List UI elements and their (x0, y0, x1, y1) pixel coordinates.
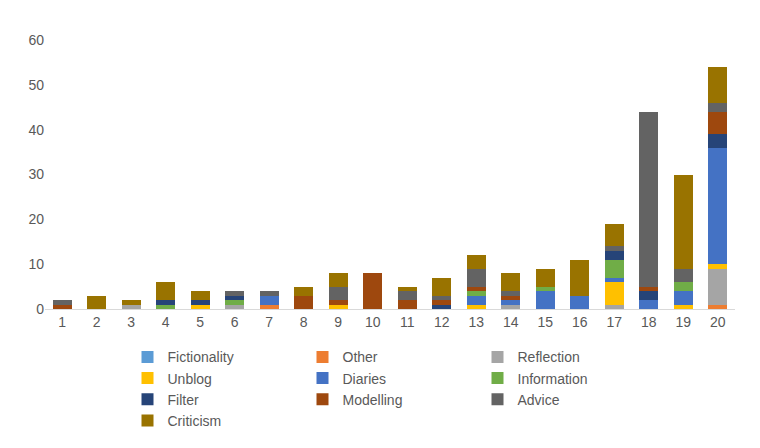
svg-text:4: 4 (162, 314, 170, 330)
svg-text:Unblog: Unblog (168, 371, 212, 387)
svg-text:30: 30 (28, 166, 44, 182)
svg-text:7: 7 (265, 314, 273, 330)
svg-text:16: 16 (572, 314, 588, 330)
svg-text:13: 13 (468, 314, 484, 330)
svg-text:20: 20 (28, 211, 44, 227)
svg-text:6: 6 (231, 314, 239, 330)
svg-text:10: 10 (28, 256, 44, 272)
svg-text:9: 9 (334, 314, 342, 330)
svg-text:40: 40 (28, 122, 44, 138)
svg-text:Filter: Filter (168, 392, 199, 408)
svg-text:Information: Information (518, 371, 588, 387)
svg-text:20: 20 (710, 314, 726, 330)
svg-text:8: 8 (300, 314, 308, 330)
svg-text:50: 50 (28, 77, 44, 93)
svg-text:5: 5 (196, 314, 204, 330)
svg-text:Advice: Advice (518, 392, 560, 408)
svg-text:Other: Other (343, 349, 378, 365)
svg-text:2: 2 (93, 314, 101, 330)
svg-text:17: 17 (606, 314, 622, 330)
svg-text:Diaries: Diaries (343, 371, 387, 387)
svg-text:15: 15 (537, 314, 553, 330)
svg-text:12: 12 (434, 314, 450, 330)
svg-text:0: 0 (36, 301, 44, 317)
svg-text:18: 18 (641, 314, 657, 330)
svg-text:1: 1 (58, 314, 66, 330)
svg-text:Reflection: Reflection (518, 349, 580, 365)
svg-text:3: 3 (127, 314, 135, 330)
svg-text:14: 14 (503, 314, 519, 330)
svg-text:Fictionality: Fictionality (168, 349, 234, 365)
svg-text:10: 10 (365, 314, 381, 330)
svg-text:Modelling: Modelling (343, 392, 403, 408)
svg-text:Criticism: Criticism (168, 413, 222, 429)
svg-text:11: 11 (400, 314, 415, 330)
svg-text:60: 60 (28, 32, 44, 48)
svg-text:19: 19 (675, 314, 691, 330)
